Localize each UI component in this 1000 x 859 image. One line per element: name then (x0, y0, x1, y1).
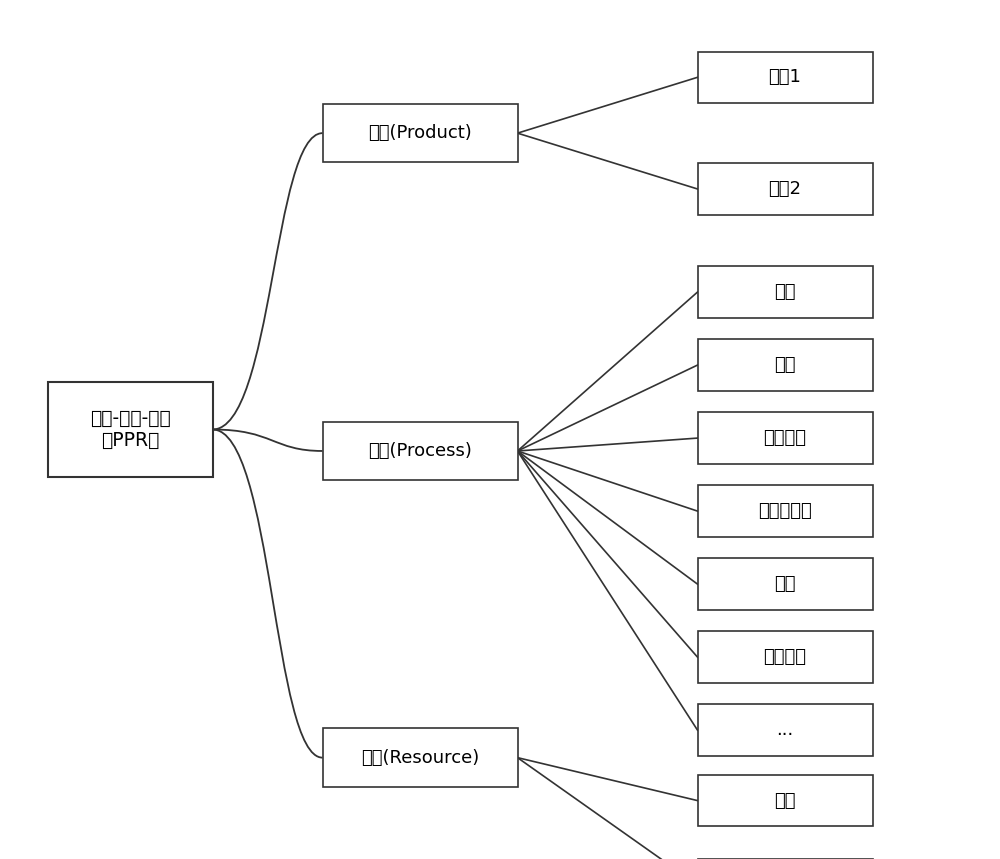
FancyBboxPatch shape (698, 558, 872, 610)
FancyBboxPatch shape (48, 382, 213, 477)
FancyBboxPatch shape (698, 775, 872, 826)
FancyBboxPatch shape (322, 104, 518, 162)
FancyBboxPatch shape (698, 266, 872, 318)
Text: 制孔: 制孔 (774, 356, 796, 374)
Text: 标记: 标记 (774, 576, 796, 593)
Text: 零件1: 零件1 (769, 69, 801, 86)
Text: ...: ... (776, 722, 794, 739)
FancyBboxPatch shape (698, 631, 872, 683)
FancyBboxPatch shape (698, 339, 872, 391)
FancyBboxPatch shape (698, 163, 872, 215)
FancyBboxPatch shape (698, 704, 872, 756)
Text: 清除多余物: 清除多余物 (758, 503, 812, 520)
Text: 资源(Resource): 资源(Resource) (361, 749, 479, 766)
FancyBboxPatch shape (322, 422, 518, 480)
Text: 产品-工艺-资源
（PPR）: 产品-工艺-资源 （PPR） (90, 409, 170, 450)
FancyBboxPatch shape (322, 728, 518, 787)
Text: 工装: 工装 (774, 792, 796, 809)
Text: 装配连接: 装配连接 (764, 649, 806, 666)
Text: 零件2: 零件2 (768, 180, 802, 198)
Text: 定位: 定位 (774, 283, 796, 301)
FancyBboxPatch shape (698, 412, 872, 464)
Text: 工艺(Process): 工艺(Process) (368, 442, 472, 460)
FancyBboxPatch shape (698, 485, 872, 537)
Text: 产品(Product): 产品(Product) (368, 125, 472, 142)
Text: 装配连接: 装配连接 (764, 430, 806, 447)
FancyBboxPatch shape (698, 52, 872, 103)
